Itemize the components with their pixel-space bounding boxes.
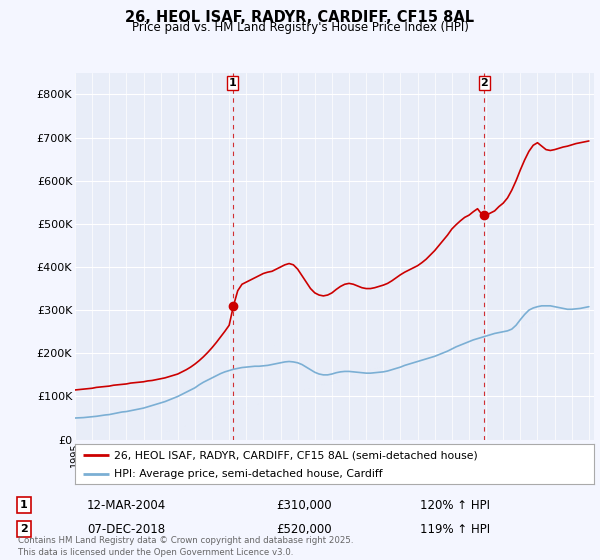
Text: 119% ↑ HPI: 119% ↑ HPI bbox=[420, 522, 490, 536]
Text: 2: 2 bbox=[20, 524, 28, 534]
Text: 1: 1 bbox=[229, 78, 236, 88]
Text: 12-MAR-2004: 12-MAR-2004 bbox=[87, 498, 166, 512]
Text: £310,000: £310,000 bbox=[276, 498, 332, 512]
Text: Price paid vs. HM Land Registry's House Price Index (HPI): Price paid vs. HM Land Registry's House … bbox=[131, 21, 469, 34]
Text: 1: 1 bbox=[20, 500, 28, 510]
Text: Contains HM Land Registry data © Crown copyright and database right 2025.
This d: Contains HM Land Registry data © Crown c… bbox=[18, 536, 353, 557]
Text: 26, HEOL ISAF, RADYR, CARDIFF, CF15 8AL: 26, HEOL ISAF, RADYR, CARDIFF, CF15 8AL bbox=[125, 10, 475, 25]
Text: £520,000: £520,000 bbox=[276, 522, 332, 536]
Text: 120% ↑ HPI: 120% ↑ HPI bbox=[420, 498, 490, 512]
Text: 26, HEOL ISAF, RADYR, CARDIFF, CF15 8AL (semi-detached house): 26, HEOL ISAF, RADYR, CARDIFF, CF15 8AL … bbox=[114, 450, 478, 460]
Text: 2: 2 bbox=[481, 78, 488, 88]
Text: 07-DEC-2018: 07-DEC-2018 bbox=[87, 522, 165, 536]
Text: HPI: Average price, semi-detached house, Cardiff: HPI: Average price, semi-detached house,… bbox=[114, 469, 383, 479]
